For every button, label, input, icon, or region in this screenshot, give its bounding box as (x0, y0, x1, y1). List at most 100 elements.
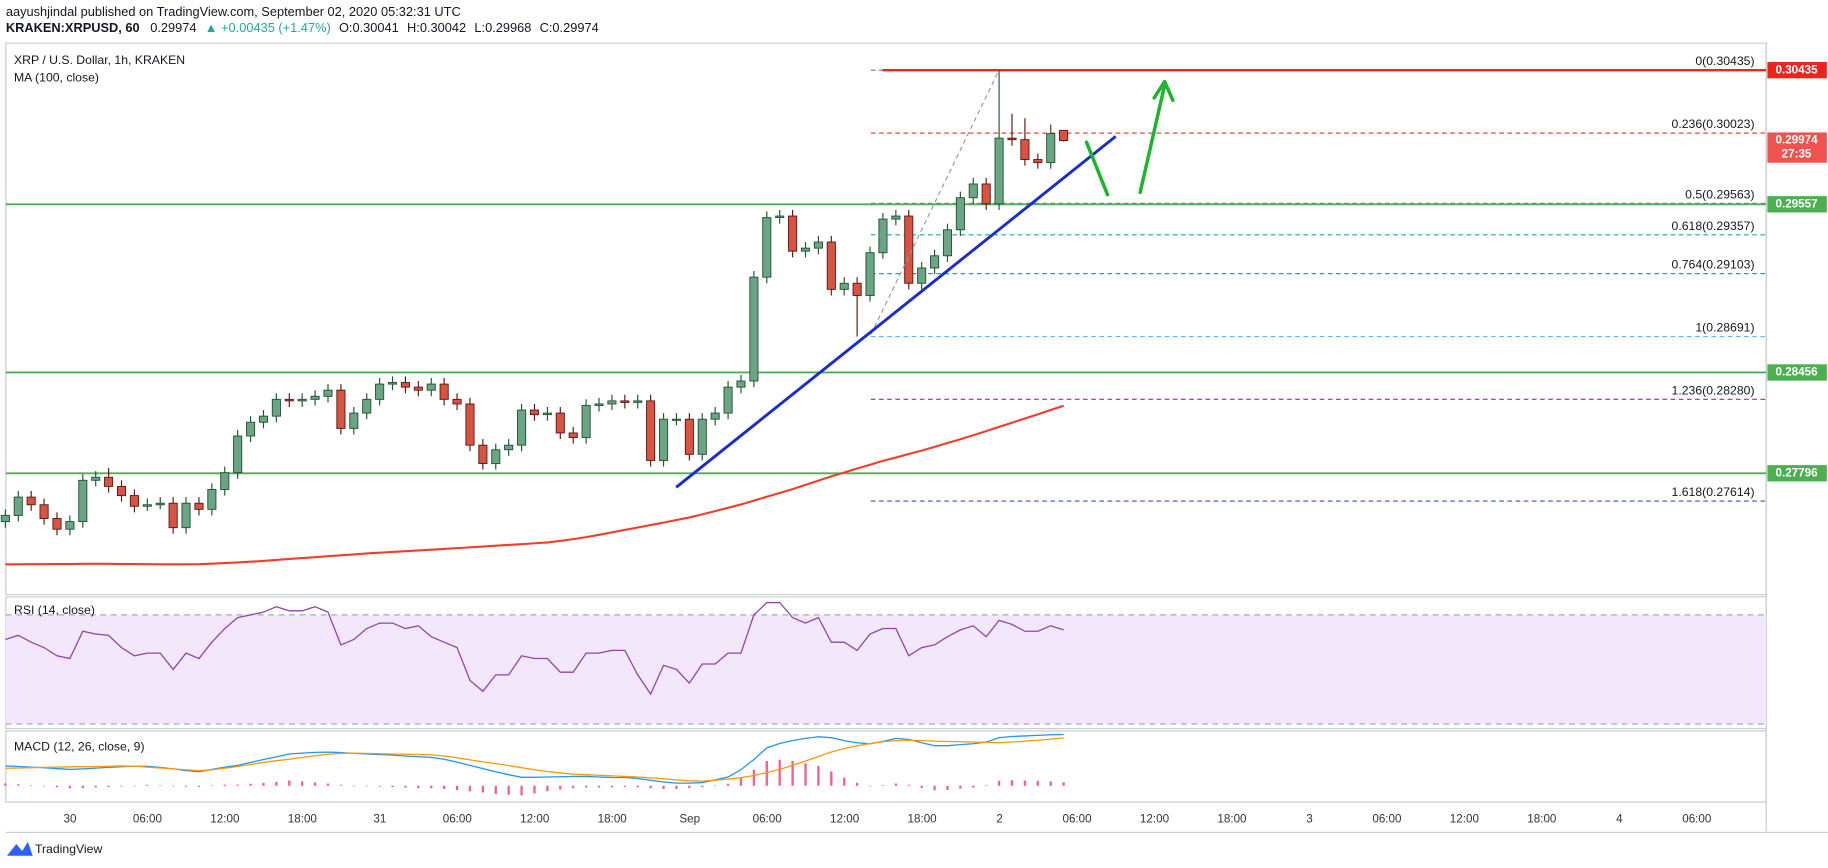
axis-layer: 30 06:00 12:00 18:00 31 06:00 12:00 18:00 Sep 06:… (63, 62, 1827, 826)
candle-body (633, 400, 643, 403)
level-tag-bg (1767, 196, 1827, 213)
candle-body (297, 398, 307, 402)
publisher-line: aayushjindal published on TradingView.co… (6, 4, 461, 19)
up-arrow-head (1152, 79, 1175, 103)
level-tag-bg (1767, 364, 1827, 381)
candle-body (104, 476, 114, 487)
fib-label: 1.236(0.28280) (1672, 383, 1755, 397)
macd-histogram-bar (920, 785, 923, 788)
fib-label: 0(0.30435) (1695, 54, 1754, 68)
x-tick-label: 12:00 (1140, 813, 1170, 826)
macd-histogram-bar (1036, 780, 1039, 786)
fib-label: 0.764(0.29103) (1672, 258, 1755, 272)
candle-body (517, 409, 527, 446)
macd-histogram-bar (184, 785, 188, 787)
candle-body (426, 383, 436, 391)
candle-body (813, 241, 823, 249)
macd-histogram-bar (430, 785, 433, 789)
candle-body (1033, 159, 1043, 164)
footer-brand: TradingView (35, 842, 102, 856)
macd-histogram-bar (572, 785, 575, 789)
macd-histogram-bar (817, 765, 820, 786)
candle-body (968, 183, 978, 199)
macd-histogram-bar (442, 785, 446, 789)
ohlc-open: O:0.30041 (339, 21, 399, 36)
macd-histogram-bar (210, 785, 214, 787)
candle-body (917, 267, 927, 284)
x-tick-label: 18:00 (598, 813, 628, 826)
candle-body (465, 403, 475, 446)
x-tick-label: 18:00 (288, 813, 318, 826)
up-arrow (1138, 83, 1167, 195)
candle-body (116, 485, 127, 497)
x-tick-label: 06:00 (1682, 813, 1712, 826)
candle-body (826, 241, 836, 290)
macd-histogram-bar (959, 785, 962, 789)
macd-histogram-bar (68, 785, 72, 789)
candle-body (387, 382, 398, 385)
ohlc-close: C:0.29974 (540, 21, 599, 36)
macd-histogram-bar (301, 781, 304, 786)
macd-histogram-bar (262, 782, 265, 786)
candle-body (478, 444, 488, 464)
rsi-title: RSI (14, close) (14, 603, 95, 617)
candle-body (168, 502, 178, 529)
macd-histogram-bar (391, 785, 394, 787)
candle-body (258, 415, 269, 423)
macd-histogram-bar (171, 785, 175, 787)
level-tag: 0.29557 (1775, 197, 1817, 210)
trendline (675, 135, 1117, 489)
symbol: KRAKEN:XRPUSD, 60 (6, 21, 140, 36)
resistance-tag: 0.30435 (1775, 63, 1818, 76)
macd-histogram-bar (597, 785, 601, 788)
macd-histogram-bar (455, 785, 459, 791)
candle-body (155, 502, 165, 506)
candle-body (607, 400, 617, 405)
macd-histogram-bar (146, 784, 149, 786)
candle-body (194, 502, 204, 510)
candle-body (310, 395, 320, 400)
x-tick-label: 06:00 (443, 813, 473, 826)
x-tick-label: 30 (63, 813, 76, 826)
macd-histogram-bar (1010, 780, 1014, 786)
macd-histogram-bar (804, 763, 807, 786)
level-tag: 0.28456 (1775, 366, 1818, 379)
macd-histogram-bar (675, 785, 678, 789)
candle-body (207, 489, 217, 510)
macd-histogram-bar (159, 785, 162, 786)
candle-body (1007, 137, 1017, 141)
x-tick-label: 06:00 (1062, 813, 1092, 826)
plot-layer: 0(0.30435) 0.236(0.30023) 0.5(0.29563) 0.61… (0, 54, 1767, 796)
ohlc-low: L:0.29968 (474, 21, 531, 36)
candle-body (555, 412, 565, 434)
macd-histogram-bar (249, 783, 252, 786)
candle-body (542, 412, 552, 416)
candle-body (0, 514, 10, 523)
candle-body (788, 215, 798, 252)
macd-histogram-bar (559, 785, 562, 790)
candle-body (233, 435, 243, 474)
fib-label: 1.618(0.27614) (1672, 485, 1755, 499)
candle-body (904, 215, 914, 284)
macd-histogram-bar (494, 785, 497, 794)
last-price-tag-countdown: 27:35 (1782, 148, 1812, 161)
candle-body (129, 495, 139, 507)
macd-histogram-bar (830, 771, 833, 786)
macd-histogram-bar (546, 785, 549, 792)
candle-body (1020, 139, 1030, 160)
candle-body (762, 217, 772, 278)
candle-body (942, 229, 953, 257)
candle-body (891, 215, 901, 220)
x-tick-label: 06:00 (1372, 813, 1402, 826)
candle-body (697, 418, 707, 455)
macd-histogram-bar (55, 785, 59, 788)
macd-histogram-bar (94, 785, 97, 788)
macd-histogram-bar (107, 785, 110, 787)
macd-histogram-bar (313, 782, 317, 786)
candle-body (736, 380, 746, 388)
macd-histogram-bar (623, 785, 626, 787)
pullback-stroke (1084, 140, 1110, 197)
macd-histogram-bar (507, 785, 510, 795)
level-tag-bg (1767, 465, 1827, 482)
